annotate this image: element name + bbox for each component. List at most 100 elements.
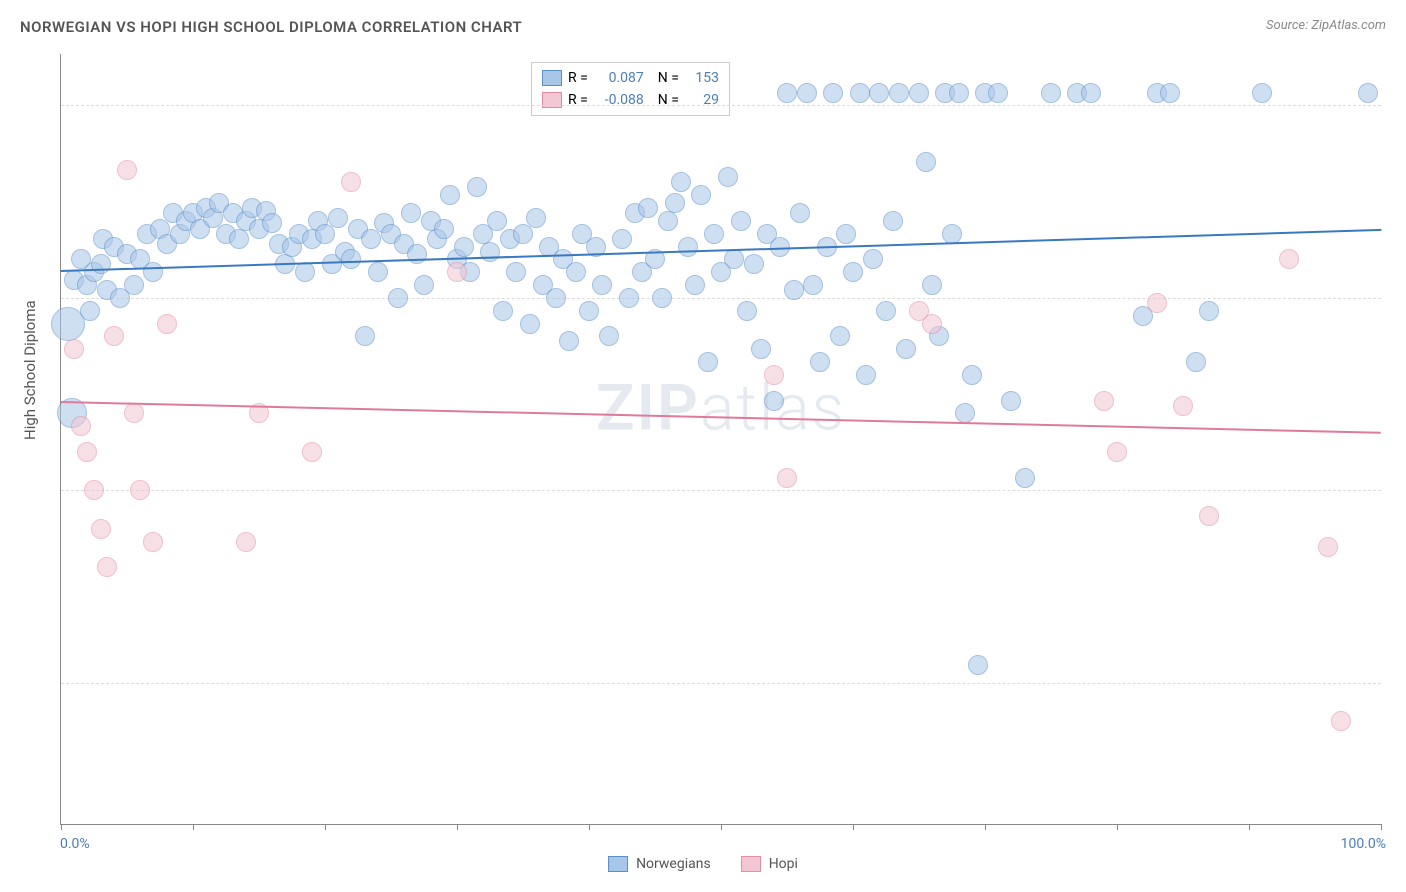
legend-item: Hopi (741, 856, 798, 872)
chart-title: NORWEGIAN VS HOPI HIGH SCHOOL DIPLOMA CO… (20, 18, 522, 36)
scatter-point-norwegians (579, 301, 599, 321)
scatter-point-norwegians (836, 224, 856, 244)
legend-n-label: N = (658, 89, 679, 111)
scatter-point-norwegians (744, 254, 764, 274)
scatter-point-norwegians (440, 185, 460, 205)
scatter-point-norwegians (737, 301, 757, 321)
scatter-point-norwegians (764, 391, 784, 411)
scatter-point-hopi (91, 519, 111, 539)
scatter-point-hopi (77, 442, 97, 462)
scatter-point-norwegians (355, 326, 375, 346)
scatter-point-norwegians (856, 365, 876, 385)
y-gridline (61, 105, 1381, 106)
scatter-point-norwegians (731, 211, 751, 231)
legend-r-label: R = (568, 89, 588, 111)
scatter-point-norwegians (91, 254, 111, 274)
scatter-point-hopi (84, 480, 104, 500)
scatter-point-norwegians (559, 331, 579, 351)
x-tick (1381, 824, 1382, 830)
legend-swatch (741, 856, 761, 872)
scatter-point-norwegians (546, 288, 566, 308)
scatter-point-norwegians (685, 275, 705, 295)
scatter-point-hopi (1199, 506, 1219, 526)
y-gridline (61, 683, 1381, 684)
scatter-point-norwegians (876, 301, 896, 321)
y-gridline (61, 490, 1381, 491)
scatter-point-norwegians (810, 352, 830, 372)
scatter-point-norwegians (638, 198, 658, 218)
scatter-point-hopi (143, 532, 163, 552)
legend-correlation: R =0.087N =153R =-0.088N =29 (531, 62, 730, 116)
scatter-point-hopi (104, 326, 124, 346)
scatter-point-norwegians (566, 262, 586, 282)
scatter-point-hopi (1318, 537, 1338, 557)
y-axis-title: High School Diploma (21, 300, 39, 440)
scatter-point-norwegians (724, 249, 744, 269)
scatter-point-hopi (447, 262, 467, 282)
scatter-point-norwegians (599, 326, 619, 346)
x-tick (589, 824, 590, 830)
x-tick (193, 824, 194, 830)
chart-source: Source: ZipAtlas.com (1266, 18, 1386, 33)
scatter-point-norwegians (797, 83, 817, 103)
scatter-point-norwegians (823, 83, 843, 103)
scatter-point-hopi (124, 403, 144, 423)
scatter-point-norwegians (1041, 83, 1061, 103)
scatter-point-hopi (922, 314, 942, 334)
scatter-point-norwegians (520, 314, 540, 334)
scatter-point-norwegians (328, 208, 348, 228)
scatter-point-norwegians (506, 262, 526, 282)
scatter-point-norwegians (229, 229, 249, 249)
legend-label: Hopi (769, 856, 798, 872)
scatter-point-norwegians (949, 83, 969, 103)
scatter-point-norwegians (592, 275, 612, 295)
scatter-point-norwegians (1186, 352, 1206, 372)
scatter-point-norwegians (295, 262, 315, 282)
scatter-point-norwegians (751, 339, 771, 359)
scatter-point-norwegians (368, 262, 388, 282)
y-tick-label: 85.0% (1391, 498, 1406, 514)
scatter-point-hopi (777, 468, 797, 488)
scatter-point-hopi (157, 314, 177, 334)
x-tick (61, 824, 62, 830)
x-tick (853, 824, 854, 830)
legend-n-value: 29 (685, 89, 719, 111)
legend-swatch (542, 70, 562, 86)
scatter-point-hopi (1279, 249, 1299, 269)
scatter-point-norwegians (493, 301, 513, 321)
scatter-point-norwegians (869, 83, 889, 103)
scatter-point-norwegians (487, 211, 507, 231)
legend-series: Norwegians Hopi (608, 856, 798, 872)
scatter-point-norwegians (784, 280, 804, 300)
legend-label: Norwegians (636, 856, 711, 872)
scatter-point-norwegians (401, 203, 421, 223)
scatter-point-norwegians (896, 339, 916, 359)
scatter-point-norwegians (262, 213, 282, 233)
scatter-point-norwegians (830, 326, 850, 346)
scatter-point-norwegians (698, 352, 718, 372)
scatter-point-norwegians (124, 275, 144, 295)
scatter-point-hopi (1094, 391, 1114, 411)
y-tick-label: 100.0% (1391, 113, 1406, 129)
x-tick (1249, 824, 1250, 830)
legend-n-value: 153 (685, 67, 719, 89)
scatter-point-norwegians (850, 83, 870, 103)
legend-r-value: 0.087 (594, 67, 644, 89)
scatter-point-norwegians (803, 275, 823, 295)
legend-item: Norwegians (608, 856, 711, 872)
scatter-point-norwegians (665, 193, 685, 213)
scatter-point-hopi (302, 442, 322, 462)
scatter-point-norwegians (1358, 83, 1378, 103)
scatter-point-hopi (341, 172, 361, 192)
y-gridline (61, 298, 1381, 299)
scatter-plot-area: ZIPatlas R =0.087N =153R =-0.088N =29 77… (60, 54, 1381, 825)
scatter-point-hopi (64, 339, 84, 359)
scatter-point-norwegians (80, 301, 100, 321)
scatter-point-hopi (236, 532, 256, 552)
scatter-point-hopi (1107, 442, 1127, 462)
scatter-point-norwegians (922, 275, 942, 295)
scatter-point-norwegians (612, 229, 632, 249)
scatter-point-norwegians (863, 249, 883, 269)
y-tick-label: 77.5% (1391, 691, 1406, 707)
scatter-point-norwegians (658, 211, 678, 231)
